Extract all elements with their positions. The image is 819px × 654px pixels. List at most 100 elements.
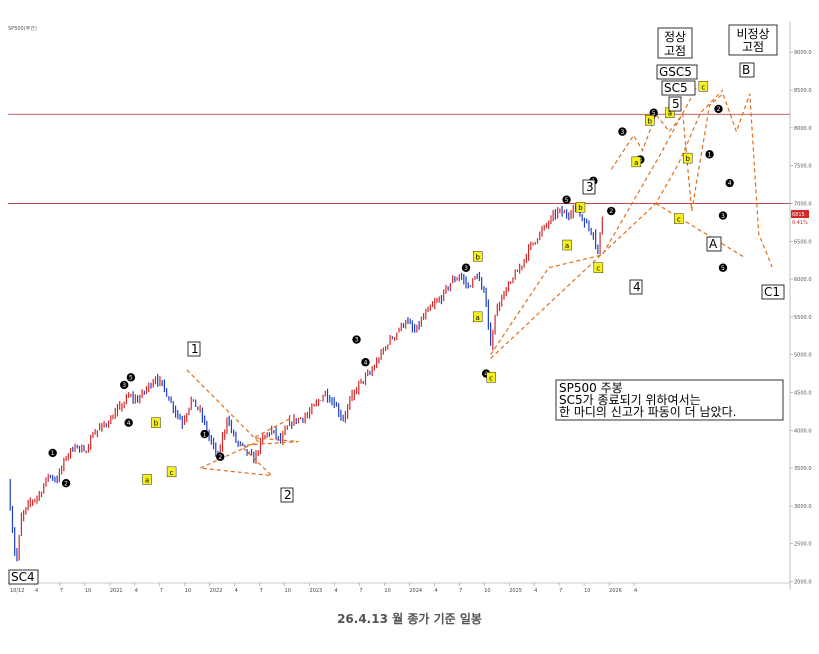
minor-wave-label: c xyxy=(486,372,496,383)
minor-wave-label: c xyxy=(674,213,684,224)
svg-text:b: b xyxy=(578,204,583,212)
svg-text:a: a xyxy=(476,314,480,322)
minor-wave-label: b xyxy=(645,115,655,126)
normal-top-text: 정상 고점 xyxy=(664,30,686,58)
wave-label-sc4: SC4 xyxy=(8,569,39,585)
minor-wave-label: c xyxy=(698,81,709,92)
minor-wave-label: a xyxy=(562,239,572,251)
svg-text:3: 3 xyxy=(464,265,468,272)
x-tick-label: 2022 xyxy=(210,588,223,594)
y-tick-label: 5500.0 xyxy=(794,315,812,321)
y-tick-label: 9000.0 xyxy=(794,50,812,56)
price-bars xyxy=(9,204,603,562)
x-tick-label: 4 xyxy=(35,588,38,594)
x-ticks: 10/12 4 7 10 2021 4 7 10 2022 4 7 10 2023 4 7 10 2024 4 7 1… xyxy=(9,583,637,594)
y-tick-label: 8000.0 xyxy=(794,126,812,132)
svg-text:a: a xyxy=(634,159,638,167)
x-tick-label: 10/12 xyxy=(10,588,24,594)
wave-label-b-text: B xyxy=(742,63,750,77)
projection-line xyxy=(186,369,299,477)
wave-count-marker: 1 xyxy=(200,429,209,439)
wave-count-marker: 3 xyxy=(718,211,728,220)
wave-label-3-text: 3 xyxy=(586,180,594,194)
minor-wave-label: a xyxy=(473,311,483,323)
svg-text:4: 4 xyxy=(484,371,488,378)
x-tick-label: 10 xyxy=(85,588,91,594)
y-tick-label: 4500.0 xyxy=(794,390,812,396)
minor-wave-label: b xyxy=(683,152,693,164)
svg-text:b: b xyxy=(685,155,690,163)
x-tick-label: 10 xyxy=(185,588,191,594)
y-tick-label: 4000.0 xyxy=(794,428,812,434)
svg-text:5: 5 xyxy=(129,375,133,382)
svg-text:4: 4 xyxy=(127,420,131,427)
wave-count-marker: 5 xyxy=(718,263,728,272)
minor-wave-label: b xyxy=(473,251,483,262)
svg-text:5: 5 xyxy=(652,110,656,117)
wave-label-4: 4 xyxy=(629,279,643,295)
svg-text:1: 1 xyxy=(203,431,207,438)
y-ticks: 2000.0 2500.0 3000.0 3500.0 4000.0 4500.0 5000… xyxy=(790,50,812,585)
svg-text:c: c xyxy=(489,374,493,382)
wave-label-5: 5 xyxy=(668,96,682,112)
minor-wave-label: b xyxy=(151,417,161,428)
minor-wave-label: c xyxy=(166,466,177,478)
svg-text:a: a xyxy=(145,476,149,484)
wave-label-2-text: 2 xyxy=(284,488,292,502)
y-tick-label: 8500.0 xyxy=(794,88,812,94)
x-tick-label: 7 xyxy=(359,588,362,594)
wave-count-marker: 3 xyxy=(618,127,627,136)
x-tick-label: 7 xyxy=(60,588,63,594)
svg-text:5: 5 xyxy=(565,197,569,204)
wave-count-marker: 4 xyxy=(124,418,133,427)
x-tick-label: 4 xyxy=(534,588,537,594)
svg-text:a: a xyxy=(565,242,569,250)
last-price-label: 6815 xyxy=(792,212,805,218)
wave-count-marker: 2 xyxy=(61,478,71,487)
wave-count-marker: 5 xyxy=(126,373,136,382)
x-tick-label: 2021 xyxy=(110,588,123,594)
svg-text:b: b xyxy=(648,117,653,125)
normal-top-box: 정상 고점 xyxy=(657,27,693,59)
x-tick-label: 4 xyxy=(434,588,437,594)
wave-count-marker: 2 xyxy=(607,206,616,216)
minor-wave-label: a xyxy=(142,474,152,485)
last-price-pct: 0.41% xyxy=(792,220,808,226)
x-tick-label: 10 xyxy=(584,588,590,594)
wave-count-marker: 2 xyxy=(216,452,225,461)
wave-count-marker: 5 xyxy=(562,195,571,204)
note-line-3: 한 마디의 신고가 파동이 더 남았다. xyxy=(559,405,736,419)
note-line-2: SC5가 종료되기 위하여서는 xyxy=(559,393,701,407)
chart-svg: SP500(주간) 2000.0 2500.0 3000.0 3500.0 4000.0… xyxy=(8,22,812,594)
svg-text:2: 2 xyxy=(609,208,613,215)
wave-label-2: 2 xyxy=(280,487,294,503)
wave-count-marker: 1 xyxy=(705,150,714,159)
svg-text:c: c xyxy=(677,216,681,224)
wave-count-marker: 3 xyxy=(352,335,361,344)
wave-label-1-text: 1 xyxy=(191,342,199,356)
x-tick-label: 7 xyxy=(559,588,562,594)
wave-label-sc4-text: SC4 xyxy=(11,570,35,584)
y-tick-label: 2500.0 xyxy=(794,542,812,548)
x-tick-label: 7 xyxy=(160,588,163,594)
x-tick-label: 2025 xyxy=(509,588,522,594)
svg-text:c: c xyxy=(170,469,174,477)
x-tick-label: 4 xyxy=(135,588,138,594)
minor-wave-label: c xyxy=(593,262,604,273)
svg-text:3: 3 xyxy=(355,337,359,344)
wave-label-a: A xyxy=(706,236,722,252)
minor-wave-label: b xyxy=(575,202,586,213)
sc5-text: SC5 xyxy=(664,81,688,95)
x-tick-label: 2024 xyxy=(409,588,422,594)
svg-text:c: c xyxy=(596,265,600,273)
gsc5-text: GSC5 xyxy=(659,65,692,79)
wave-count-marker: 1 xyxy=(48,448,57,458)
projection-line xyxy=(655,202,746,259)
wave-label-5-text: 5 xyxy=(672,97,680,111)
y-tick-label: 3000.0 xyxy=(794,504,812,510)
projection-line xyxy=(490,88,697,356)
horizontal-levels xyxy=(8,113,790,204)
x-tick-label: 4 xyxy=(235,588,238,594)
y-tick-label: 2000.0 xyxy=(794,579,812,585)
wave-label-a-text: A xyxy=(709,237,718,251)
